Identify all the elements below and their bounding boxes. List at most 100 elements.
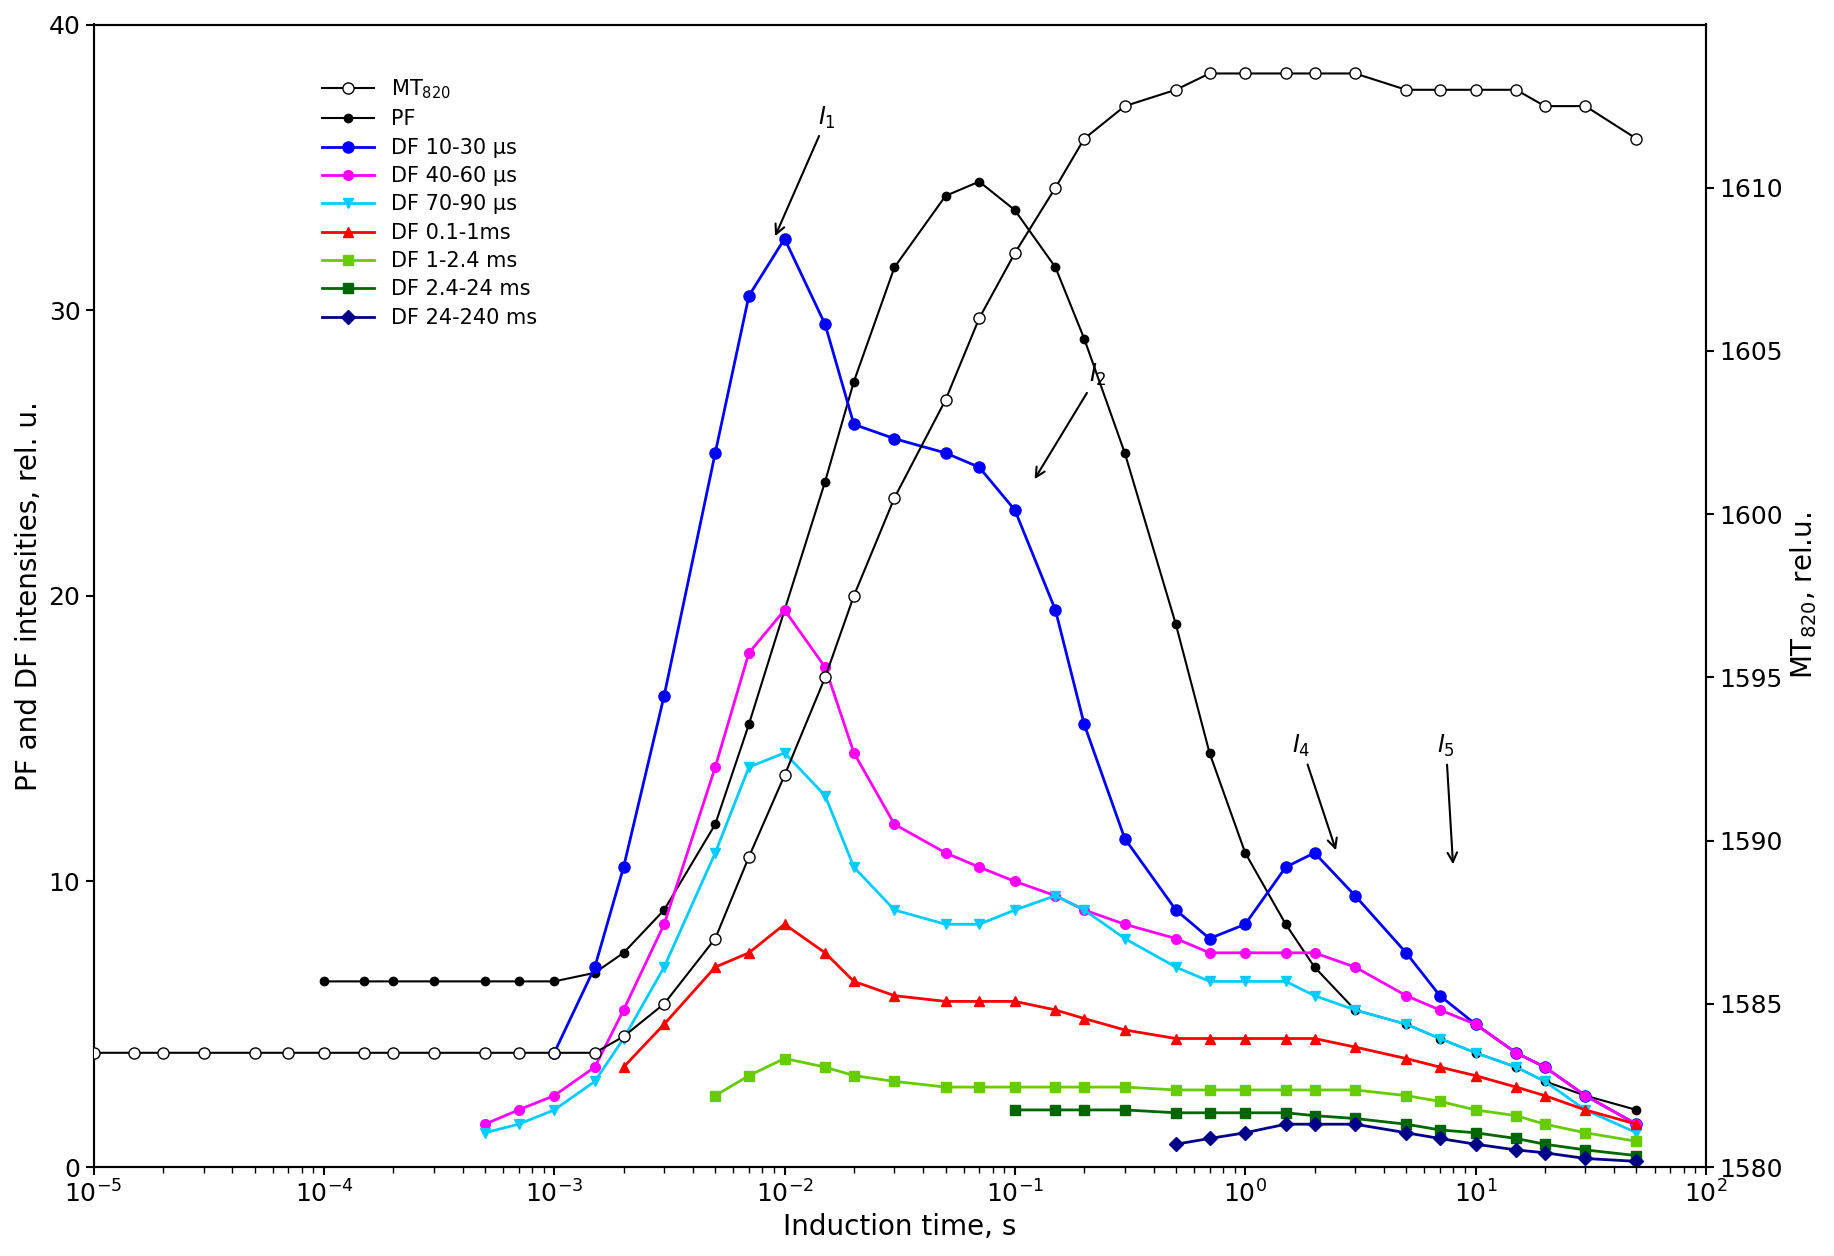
DF 24-240 ms — [1344, 1117, 1366, 1132]
MT$_{820}$ — [1429, 82, 1451, 97]
DF 40-60 μs — [1198, 946, 1220, 961]
DF 1-2.4 ms — [1344, 1083, 1366, 1098]
DF 1-2.4 ms — [1506, 1108, 1528, 1123]
PF — [1304, 960, 1326, 975]
MT$_{820}$ — [1003, 245, 1025, 260]
DF 0.1-1ms — [613, 1060, 635, 1075]
DF 40-60 μs — [1344, 960, 1366, 975]
DF 24-240 ms — [1396, 1125, 1418, 1140]
DF 40-60 μs — [814, 659, 836, 674]
DF 40-60 μs — [1234, 946, 1256, 961]
DF 10-30 μs — [968, 460, 990, 475]
DF 70-90 μs — [1003, 903, 1025, 918]
DF 1-2.4 ms — [1234, 1083, 1256, 1098]
DF 10-30 μs — [613, 859, 635, 874]
MT$_{820}$ — [1113, 98, 1135, 113]
DF 70-90 μs — [884, 903, 906, 918]
DF 24-240 ms — [1625, 1154, 1647, 1169]
DF 10-30 μs — [1113, 831, 1135, 847]
MT$_{820}$ — [543, 1045, 565, 1060]
DF 1-2.4 ms — [774, 1051, 796, 1066]
DF 2.4-24 ms — [1234, 1105, 1256, 1120]
PF — [354, 973, 376, 988]
DF 1-2.4 ms — [814, 1060, 836, 1075]
PF — [1574, 1088, 1596, 1103]
DF 0.1-1ms — [968, 993, 990, 1009]
DF 70-90 μs — [473, 1125, 495, 1140]
DF 40-60 μs — [1073, 903, 1095, 918]
DF 70-90 μs — [844, 859, 866, 874]
DF 70-90 μs — [543, 1103, 565, 1118]
Y-axis label: PF and DF intensities, rel. u.: PF and DF intensities, rel. u. — [15, 401, 42, 791]
MT$_{820}$ — [1396, 82, 1418, 97]
PF — [1003, 202, 1025, 217]
PF — [653, 903, 675, 918]
PF — [1165, 617, 1187, 632]
DF 40-60 μs — [884, 816, 906, 831]
PF — [508, 973, 530, 988]
DF 0.1-1ms — [1396, 1051, 1418, 1066]
DF 70-90 μs — [774, 745, 796, 760]
MT$_{820}$ — [1506, 82, 1528, 97]
Legend: MT$_{820}$, PF, DF 10-30 μs, DF 40-60 μs, DF 70-90 μs, DF 0.1-1ms, DF 1-2.4 ms, : MT$_{820}$, PF, DF 10-30 μs, DF 40-60 μs… — [314, 69, 545, 337]
Line: PF: PF — [319, 177, 1641, 1114]
MT$_{820}$ — [1165, 82, 1187, 97]
DF 10-30 μs — [1044, 603, 1066, 618]
DF 70-90 μs — [1429, 1031, 1451, 1046]
DF 0.1-1ms — [1044, 1002, 1066, 1017]
DF 1-2.4 ms — [1574, 1125, 1596, 1140]
MT$_{820}$ — [1234, 65, 1256, 80]
MT$_{820}$ — [244, 1045, 266, 1060]
DF 1-2.4 ms — [737, 1068, 759, 1083]
DF 0.1-1ms — [1003, 993, 1025, 1009]
DF 2.4-24 ms — [1465, 1125, 1487, 1140]
DF 1-2.4 ms — [1396, 1088, 1418, 1103]
DF 0.1-1ms — [1198, 1031, 1220, 1046]
Line: DF 1-2.4 ms: DF 1-2.4 ms — [710, 1054, 1641, 1147]
PF — [1044, 260, 1066, 275]
DF 24-240 ms — [1234, 1125, 1256, 1140]
MT$_{820}$ — [424, 1045, 446, 1060]
Text: $I_4$: $I_4$ — [1293, 732, 1337, 848]
DF 10-30 μs — [1396, 946, 1418, 961]
DF 40-60 μs — [1003, 874, 1025, 889]
DF 10-30 μs — [935, 446, 957, 461]
DF 70-90 μs — [1073, 903, 1095, 918]
DF 70-90 μs — [1396, 1016, 1418, 1031]
DF 70-90 μs — [737, 760, 759, 775]
X-axis label: Induction time, s: Induction time, s — [783, 1213, 1016, 1241]
DF 70-90 μs — [613, 1031, 635, 1046]
DF 24-240 ms — [1465, 1137, 1487, 1152]
DF 40-60 μs — [473, 1117, 495, 1132]
DF 40-60 μs — [737, 646, 759, 661]
MT$_{820}$ — [193, 1045, 215, 1060]
DF 0.1-1ms — [1429, 1060, 1451, 1075]
DF 10-30 μs — [1003, 502, 1025, 517]
DF 40-60 μs — [1625, 1117, 1647, 1132]
DF 2.4-24 ms — [1625, 1148, 1647, 1163]
DF 10-30 μs — [1574, 1088, 1596, 1103]
DF 1-2.4 ms — [1165, 1083, 1187, 1098]
DF 1-2.4 ms — [1275, 1083, 1297, 1098]
DF 1-2.4 ms — [1073, 1080, 1095, 1095]
DF 40-60 μs — [1506, 1045, 1528, 1060]
DF 10-30 μs — [1465, 1016, 1487, 1031]
MT$_{820}$ — [884, 490, 906, 505]
MT$_{820}$ — [1198, 65, 1220, 80]
MT$_{820}$ — [704, 931, 726, 946]
DF 40-60 μs — [1044, 888, 1066, 903]
DF 1-2.4 ms — [844, 1068, 866, 1083]
DF 70-90 μs — [1533, 1074, 1555, 1089]
DF 10-30 μs — [543, 1045, 565, 1060]
DF 0.1-1ms — [774, 917, 796, 932]
DF 10-30 μs — [704, 446, 726, 461]
PF — [814, 474, 836, 489]
MT$_{820}$ — [814, 669, 836, 685]
DF 2.4-24 ms — [1304, 1108, 1326, 1123]
DF 1-2.4 ms — [1625, 1134, 1647, 1149]
DF 40-60 μs — [968, 859, 990, 874]
PF — [1396, 1016, 1418, 1031]
DF 70-90 μs — [704, 845, 726, 860]
Line: DF 70-90 μs: DF 70-90 μs — [481, 749, 1641, 1138]
DF 0.1-1ms — [1465, 1068, 1487, 1083]
